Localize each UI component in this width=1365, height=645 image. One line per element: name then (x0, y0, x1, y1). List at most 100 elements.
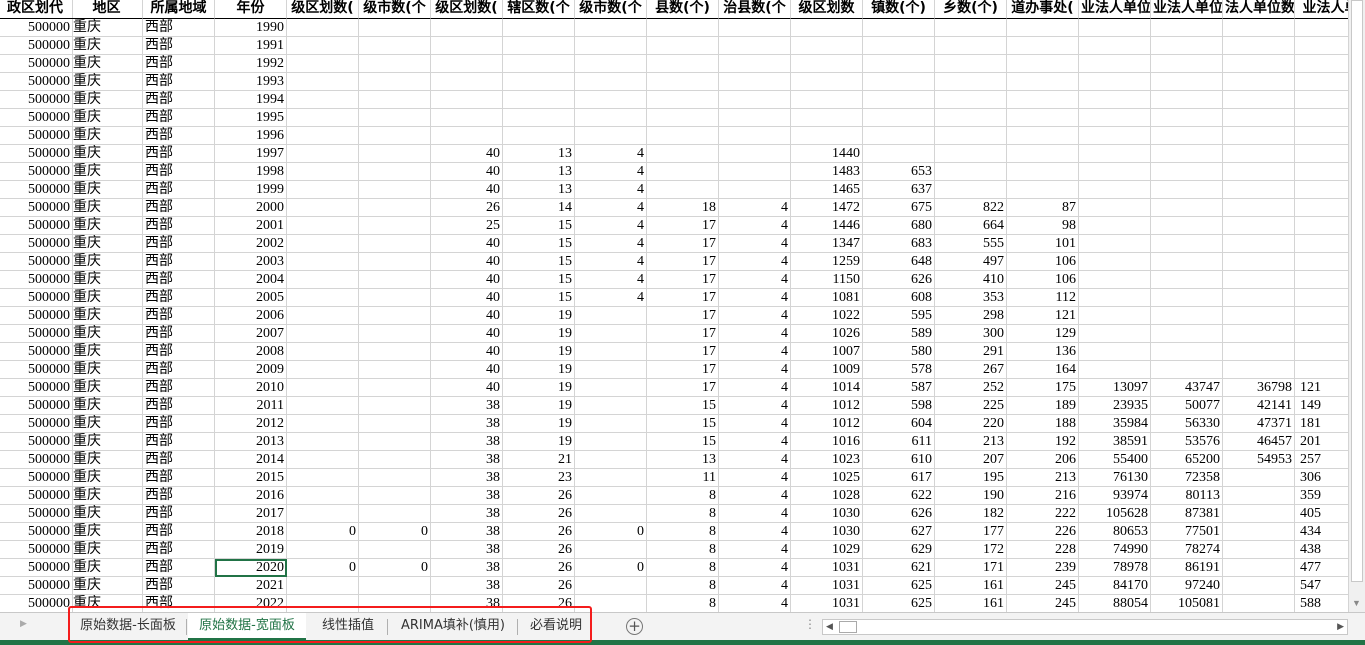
table-cell[interactable]: 1997 (215, 145, 287, 163)
table-cell[interactable]: 4 (719, 433, 791, 451)
table-cell[interactable] (791, 37, 863, 55)
table-cell[interactable]: 40 (431, 289, 503, 307)
table-cell[interactable] (287, 199, 359, 217)
table-cell[interactable]: 4 (719, 289, 791, 307)
table-cell[interactable] (1223, 271, 1295, 289)
table-cell[interactable]: 重庆 (71, 361, 143, 379)
table-cell[interactable]: 42141 (1223, 397, 1295, 415)
table-cell[interactable]: 西部 (143, 181, 215, 199)
table-cell[interactable]: 2001 (215, 217, 287, 235)
table-cell[interactable]: 38 (431, 433, 503, 451)
table-cell[interactable]: 4 (575, 181, 647, 199)
table-cell[interactable] (1151, 289, 1223, 307)
column-header[interactable]: 地区 (71, 0, 143, 19)
column-header[interactable]: 业法人单位 (1079, 0, 1151, 19)
table-cell[interactable]: 500000 (0, 505, 73, 523)
table-cell[interactable] (1151, 307, 1223, 325)
table-cell[interactable] (287, 577, 359, 595)
table-cell[interactable]: 149 (1295, 397, 1348, 415)
tab-arima-fill[interactable]: ARIMA填补(慎用) (400, 618, 505, 633)
table-cell[interactable] (1295, 127, 1348, 145)
table-cell[interactable]: 226 (1007, 523, 1079, 541)
ellipsis-icon[interactable]: ⋮ (804, 617, 816, 631)
table-cell[interactable]: 26 (503, 523, 575, 541)
table-cell[interactable]: 1012 (791, 397, 863, 415)
table-cell[interactable]: 78978 (1079, 559, 1151, 577)
table-cell[interactable]: 1030 (791, 523, 863, 541)
table-cell[interactable]: 500000 (0, 235, 73, 253)
table-cell[interactable]: 359 (1295, 487, 1348, 505)
table-cell[interactable] (1223, 217, 1295, 235)
table-cell[interactable]: 4 (719, 505, 791, 523)
table-cell[interactable]: 19 (503, 361, 575, 379)
table-cell[interactable]: 19 (503, 343, 575, 361)
table-cell[interactable]: 129 (1007, 325, 1079, 343)
table-cell[interactable]: 1483 (791, 163, 863, 181)
table-cell[interactable] (575, 469, 647, 487)
table-cell[interactable] (1151, 253, 1223, 271)
table-cell[interactable]: 4 (575, 163, 647, 181)
table-cell[interactable]: 547 (1295, 577, 1348, 595)
table-cell[interactable] (287, 343, 359, 361)
table-cell[interactable]: 38 (431, 415, 503, 433)
table-cell[interactable] (1223, 307, 1295, 325)
table-cell[interactable]: 164 (1007, 361, 1079, 379)
table-cell[interactable]: 2017 (215, 505, 287, 523)
table-cell[interactable] (1295, 235, 1348, 253)
table-cell[interactable]: 15 (503, 289, 575, 307)
table-cell[interactable]: 38 (431, 559, 503, 577)
table-cell[interactable]: 500000 (0, 523, 73, 541)
table-cell[interactable]: 500000 (0, 559, 73, 577)
table-cell[interactable]: 2011 (215, 397, 287, 415)
table-cell[interactable] (791, 55, 863, 73)
table-cell[interactable]: 228 (1007, 541, 1079, 559)
table-cell[interactable] (287, 325, 359, 343)
table-cell[interactable]: 136 (1007, 343, 1079, 361)
table-cell[interactable]: 重庆 (71, 55, 143, 73)
table-cell[interactable]: 500000 (0, 415, 73, 433)
table-cell[interactable]: 西部 (143, 361, 215, 379)
table-cell[interactable]: 637 (863, 181, 935, 199)
table-cell[interactable]: 17 (647, 235, 719, 253)
table-cell[interactable]: 627 (863, 523, 935, 541)
table-cell[interactable]: 38 (431, 451, 503, 469)
table-cell[interactable]: 4 (719, 523, 791, 541)
table-cell[interactable] (719, 91, 791, 109)
table-cell[interactable]: 4 (575, 289, 647, 307)
table-cell[interactable]: 4 (575, 271, 647, 289)
table-cell[interactable]: 1995 (215, 109, 287, 127)
table-cell[interactable]: 46457 (1223, 433, 1295, 451)
table-cell[interactable] (359, 109, 431, 127)
table-cell[interactable] (1223, 145, 1295, 163)
table-cell[interactable]: 2012 (215, 415, 287, 433)
table-cell[interactable] (719, 37, 791, 55)
table-cell[interactable] (575, 577, 647, 595)
table-cell[interactable]: 2005 (215, 289, 287, 307)
table-cell[interactable] (1151, 361, 1223, 379)
table-cell[interactable]: 重庆 (71, 235, 143, 253)
table-cell[interactable]: 19 (503, 325, 575, 343)
table-cell[interactable]: 40 (431, 343, 503, 361)
table-cell[interactable] (1151, 217, 1223, 235)
table-cell[interactable]: 500000 (0, 397, 73, 415)
table-cell[interactable] (719, 145, 791, 163)
table-cell[interactable]: 重庆 (71, 469, 143, 487)
table-cell[interactable] (719, 127, 791, 145)
table-cell[interactable] (1295, 109, 1348, 127)
table-cell[interactable]: 610 (863, 451, 935, 469)
table-cell[interactable]: 40 (431, 325, 503, 343)
table-cell[interactable] (719, 55, 791, 73)
table-cell[interactable] (503, 91, 575, 109)
table-cell[interactable]: 重庆 (71, 145, 143, 163)
table-cell[interactable] (647, 181, 719, 199)
table-cell[interactable]: 36798 (1223, 379, 1295, 397)
table-cell[interactable] (575, 433, 647, 451)
table-cell[interactable] (1007, 145, 1079, 163)
table-cell[interactable] (1079, 325, 1151, 343)
table-cell[interactable] (287, 181, 359, 199)
table-cell[interactable] (719, 163, 791, 181)
column-header[interactable]: 级市数(个 (359, 0, 431, 19)
table-cell[interactable] (647, 55, 719, 73)
table-cell[interactable]: 40 (431, 163, 503, 181)
table-cell[interactable]: 161 (935, 595, 1007, 612)
